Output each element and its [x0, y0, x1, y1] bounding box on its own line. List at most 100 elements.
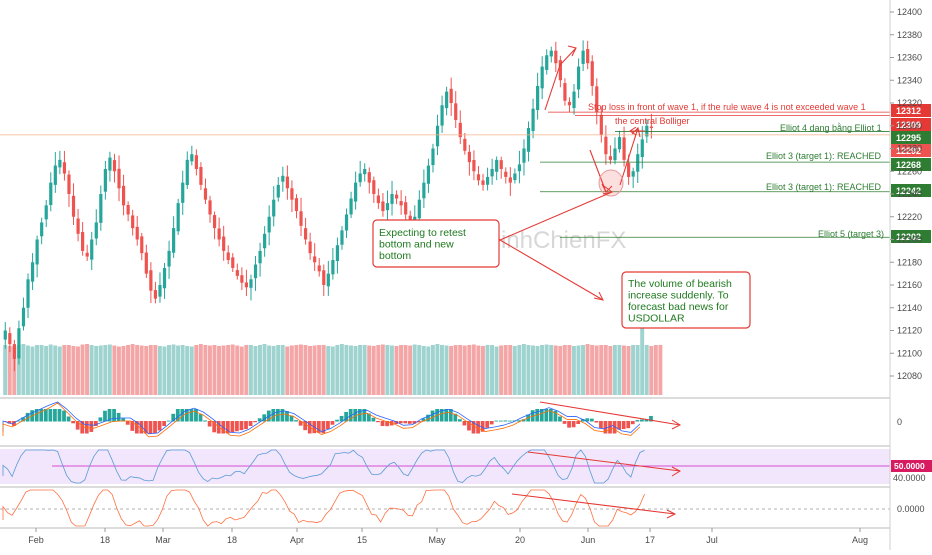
price-tick-label: 12120 — [897, 326, 922, 336]
volume-bar — [562, 345, 567, 395]
volume-bar — [298, 344, 303, 395]
volume-bar — [89, 345, 94, 395]
macd-histogram-bar — [121, 418, 126, 422]
macd-histogram-bar — [558, 416, 562, 422]
macd-histogram-bar — [280, 409, 285, 422]
candle-body — [3, 330, 7, 340]
macd-histogram-bar — [98, 417, 103, 422]
date-tick-label: 18 — [100, 535, 110, 545]
price-tick-label: 12260 — [897, 166, 922, 176]
volume-bar — [235, 345, 240, 395]
candles — [3, 40, 653, 372]
volume-bar — [412, 344, 417, 395]
candle-body — [263, 233, 267, 249]
macd-histogram-bar — [21, 417, 25, 422]
volume-bar — [230, 344, 235, 395]
volume-bar — [171, 344, 176, 395]
volume-bar — [594, 345, 599, 395]
volume-bar — [339, 344, 344, 395]
osc-divergence-arrow — [511, 493, 676, 515]
volume-bar — [207, 345, 212, 395]
price-tick-label: 12400 — [897, 7, 922, 17]
macd-histogram-bar — [357, 409, 362, 422]
candle-body — [426, 165, 431, 184]
candle-body — [272, 199, 276, 217]
volume-bar — [335, 345, 340, 395]
macd-histogram-bar — [25, 412, 30, 422]
candle-body — [12, 344, 16, 359]
volume-bar — [294, 345, 299, 395]
volume-bar — [262, 344, 267, 395]
macd-histogram-bar — [285, 411, 289, 422]
callout-arrowhead — [593, 291, 604, 301]
price-tick-label: 12200 — [897, 235, 922, 245]
level-badge — [891, 131, 931, 144]
candle-body — [44, 205, 48, 220]
candle-body — [358, 173, 362, 183]
volume-bar — [490, 345, 494, 395]
date-tick-label: Apr — [290, 535, 304, 545]
macd-histogram-bar — [544, 409, 549, 422]
macd-histogram-bar — [230, 421, 235, 433]
candle-body — [335, 245, 340, 262]
bolliger-arrowhead — [629, 126, 637, 136]
callout-text: USDOLLAR — [628, 313, 685, 325]
macd-histogram-bar — [458, 419, 462, 422]
volume-bar — [508, 345, 513, 395]
rsi-divergence-arrow — [527, 451, 681, 472]
volume-bar — [139, 345, 144, 395]
price-tick-label: 12160 — [897, 280, 922, 290]
macd-histogram-bar — [207, 421, 212, 427]
macd-histogram-bar — [594, 421, 599, 423]
volume-bar — [258, 345, 262, 395]
macd-histogram-bar — [171, 413, 176, 422]
candle-body — [276, 184, 280, 198]
volume-bar — [244, 345, 249, 395]
candle-body — [99, 194, 103, 223]
candle-body — [253, 264, 258, 279]
candle-body — [144, 252, 148, 274]
macd-histogram-bar — [225, 421, 230, 434]
rsi-badge — [891, 460, 932, 472]
volume-bar — [157, 346, 162, 395]
macd-histogram-bar — [103, 410, 107, 422]
macd-histogram-bar — [421, 418, 426, 422]
candle-body — [244, 282, 249, 288]
macd-histogram-bar — [439, 409, 444, 422]
macd-histogram-bar — [134, 421, 139, 434]
volume-bar — [653, 345, 658, 395]
candle-body — [586, 49, 590, 64]
macd-histogram-bar — [608, 421, 612, 434]
macd-histogram-bar — [612, 421, 617, 434]
level-badge — [891, 144, 931, 157]
price-tick-label: 12300 — [897, 121, 922, 131]
macd-histogram-bar — [476, 421, 480, 434]
level-badge — [891, 118, 931, 131]
volume-bar — [476, 345, 481, 395]
candle-body — [563, 83, 567, 101]
level-label: Elliot 3 (target 1): REACHED — [766, 182, 882, 192]
candle-body — [499, 160, 503, 169]
volume-bar — [189, 346, 194, 395]
candle-body — [554, 50, 558, 64]
macd-histogram-bar — [16, 420, 21, 422]
macd-histogram-bar — [589, 418, 594, 422]
price-tick-label: 12080 — [897, 371, 922, 381]
macd-histogram-bar — [144, 421, 148, 434]
volume-bar — [76, 346, 80, 395]
price-axis: 12400 12380 12360 12340 12320 12300 12280 12260… — [889, 0, 922, 550]
macd-histogram-bar — [630, 421, 635, 425]
macd-histogram-bar — [239, 421, 244, 431]
volume-bar — [640, 300, 645, 395]
price-tick-label: 12180 — [897, 257, 922, 267]
volume-bar — [44, 346, 49, 395]
volume-bar — [94, 346, 99, 395]
volume-bar — [30, 346, 35, 395]
candle-body — [140, 236, 144, 254]
macd-histogram-bar — [212, 421, 217, 433]
candle-body — [399, 201, 403, 206]
wave-arrow-up-2 — [619, 127, 639, 186]
volume-bar — [239, 346, 244, 395]
level-label: the central Bolliger — [615, 116, 690, 126]
